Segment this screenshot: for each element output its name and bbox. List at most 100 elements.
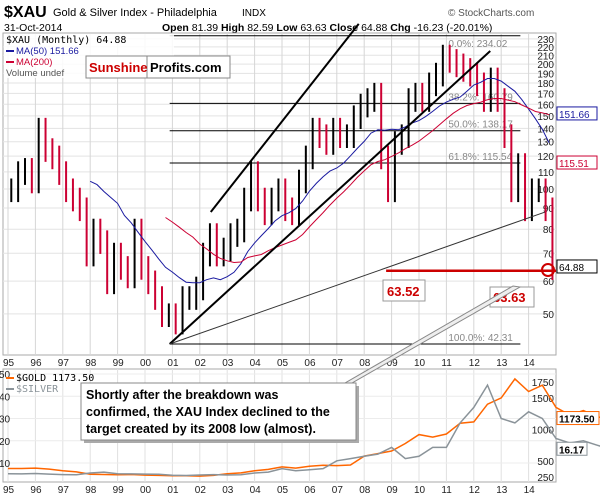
chg-label: Chg xyxy=(390,22,410,34)
main-panel xyxy=(2,32,557,356)
x-tick-label: 96 xyxy=(30,358,42,369)
x-tick-label: 00 xyxy=(140,485,152,496)
sunshine-profits-logo: Sunshine Profits.com xyxy=(85,55,231,79)
y-tick-label: 220 xyxy=(537,43,554,54)
close-value: 64.88 xyxy=(361,22,387,34)
legend-silver: $SILVER xyxy=(16,384,59,395)
ma200-swatch xyxy=(6,61,14,63)
y-tick-label: 120 xyxy=(537,152,554,163)
y-left-tick-label: 20 xyxy=(0,437,11,448)
x-tick-label: 05 xyxy=(277,358,289,369)
fib-label: 61.8%: 115.54 xyxy=(448,152,512,163)
x-tick-label: 07 xyxy=(332,358,344,369)
x-tick-label: 10 xyxy=(414,358,426,369)
x-tick-label: 11 xyxy=(441,358,452,369)
y-right-tick-label: 1500 xyxy=(532,394,555,405)
long-trend-line xyxy=(169,211,546,345)
x-tick-label: 04 xyxy=(250,485,262,496)
y-tick-label: 160 xyxy=(537,100,554,111)
y-tick-label: 230 xyxy=(537,35,554,46)
credit: © StockCharts.com xyxy=(448,8,534,19)
y-tick-label: 210 xyxy=(537,51,554,62)
y-tick-label: 130 xyxy=(537,138,554,149)
x-tick-label: 97 xyxy=(58,485,70,496)
y-tick-label: 180 xyxy=(537,79,554,90)
symbol: $XAU xyxy=(4,4,47,21)
y-tick-label: 190 xyxy=(537,69,554,80)
x-tick-label: 07 xyxy=(332,485,344,496)
x-tick-label: 98 xyxy=(85,485,97,496)
legend-gold: $GOLD 1173.50 xyxy=(16,373,94,384)
ma50-tag xyxy=(556,106,598,121)
legend-volume: Volume undef xyxy=(6,68,64,79)
low-circle xyxy=(541,263,555,277)
ma200-value: 115.51 xyxy=(559,159,589,170)
x-tick-label: 12 xyxy=(469,485,481,496)
y-tick-label: 110 xyxy=(538,168,554,179)
x-tick-label: 14 xyxy=(524,485,536,496)
x-tick-label: 09 xyxy=(387,358,399,369)
x-tick-label: 08 xyxy=(359,485,371,496)
x-tick-label: 06 xyxy=(304,485,316,496)
callout: Shortly after the breakdown was confirme… xyxy=(80,285,522,443)
y-tick-label: 140 xyxy=(537,124,554,135)
fib-label: 38.2%: 160.79 xyxy=(448,92,513,103)
y-left-tick-label: 10 xyxy=(0,459,11,470)
callout-line-1: Shortly after the breakdown was xyxy=(86,388,278,402)
high-value: 82.59 xyxy=(247,22,273,34)
y-right-tick-label: 500 xyxy=(537,457,554,468)
x-tick-label: 12 xyxy=(469,358,481,369)
callout-line-2: confirmed, the XAU Index declined to the xyxy=(86,405,330,419)
x-tick-label: 98 xyxy=(85,358,97,369)
x-tick-label: 09 xyxy=(387,485,399,496)
x-tick-label: 96 xyxy=(30,485,42,496)
y-left-tick-label: 40 xyxy=(0,392,11,403)
ma200-tag xyxy=(556,155,598,170)
gold-last-value: 1173.50 xyxy=(559,415,595,426)
x-tick-label: 97 xyxy=(58,358,70,369)
legend-ma200: MA(200) xyxy=(16,57,52,68)
silver-line xyxy=(7,383,600,477)
y-tick-label: 70 xyxy=(543,249,555,260)
x-tick-label: 14 xyxy=(524,358,536,369)
x-tick-label: 13 xyxy=(496,485,508,496)
ohlc: Open 81.39 High 82.59 Low 63.63 Close 64… xyxy=(162,22,492,34)
open-value: 81.39 xyxy=(192,22,218,34)
y-tick-label: 170 xyxy=(537,89,554,100)
logo-part1: Sunshine xyxy=(89,60,148,75)
sub-legend: $GOLD 1173.50 $SILVER xyxy=(6,373,94,395)
channel-upper-line xyxy=(209,23,360,213)
legend-ma50: MA(50) 151.66 xyxy=(16,46,79,57)
x-tick-label: 03 xyxy=(222,358,234,369)
y-tick-label: 50 xyxy=(543,310,555,321)
y-tick-label: 200 xyxy=(537,60,554,71)
low-label: Low xyxy=(276,22,298,34)
gold-tag xyxy=(556,411,600,426)
x-tick-label: 00 xyxy=(140,358,152,369)
low-value: 63.63 xyxy=(300,22,326,34)
open-label: Open xyxy=(162,22,189,34)
fib-label: 0.0%: 234.02 xyxy=(448,39,507,50)
x-tick-label: 04 xyxy=(250,358,262,369)
high-label: High xyxy=(221,22,244,34)
logo-part2: Profits.com xyxy=(150,60,222,75)
fib-label: 100.0%: 42.31 xyxy=(448,333,513,344)
y-tick-label: 150 xyxy=(537,112,554,123)
y-right-tick-label: 1750 xyxy=(532,378,555,389)
x-tick-label: 99 xyxy=(113,358,125,369)
y-tick-label: 60 xyxy=(543,277,555,288)
x-tick-label: 95 xyxy=(3,485,15,496)
ma50-line xyxy=(89,78,550,284)
x-tick-label: 01 xyxy=(167,485,179,496)
ma200-line xyxy=(165,98,550,264)
ma50-swatch xyxy=(6,50,14,52)
gold-line xyxy=(8,377,600,477)
date: 31-Oct-2014 xyxy=(4,22,63,34)
x-tick-label: 03 xyxy=(222,485,234,496)
close-value: 64.88 xyxy=(559,263,584,274)
ma50-value: 151.66 xyxy=(559,110,590,121)
low-2008-label: 63.52 xyxy=(387,284,420,299)
chg-value: -16.23 (-20.01%) xyxy=(414,22,493,34)
y-left-tick-label: 50 xyxy=(0,370,11,381)
